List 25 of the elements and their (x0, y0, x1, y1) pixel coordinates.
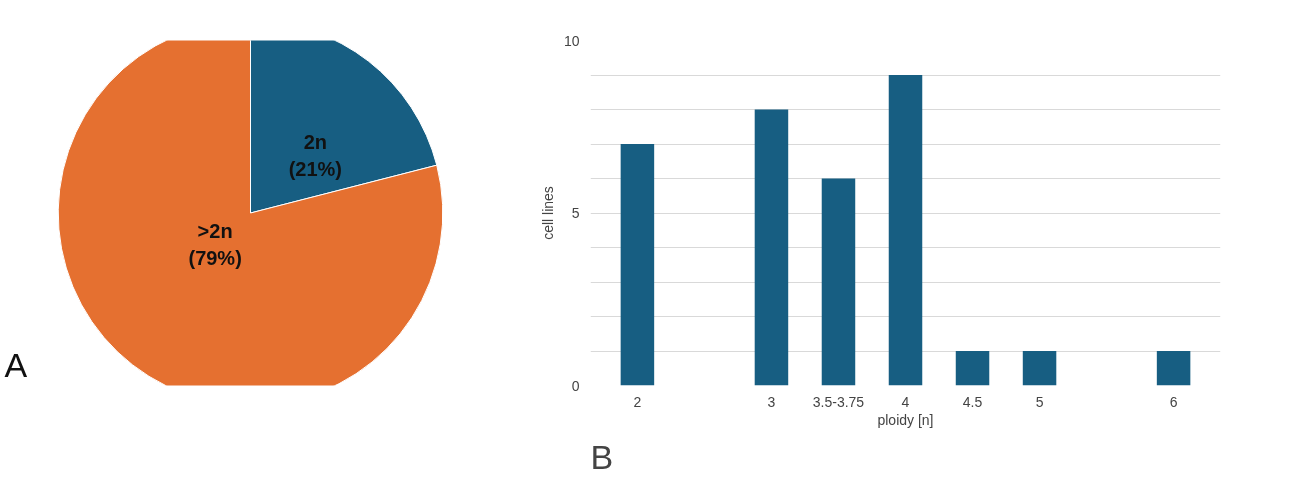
bar (1022, 351, 1057, 386)
x-tick-label: 6 (1169, 393, 1178, 410)
bar (888, 75, 923, 386)
x-tick-label: 5 (1035, 393, 1044, 410)
data-label: (79%) (188, 246, 242, 269)
y-tick-label: 0 (571, 377, 580, 394)
x-tick-label: 3 (767, 393, 776, 410)
x-tick-label: 4.5 (962, 393, 983, 410)
x-axis-title: ploidy [n] (877, 411, 934, 428)
bar (1156, 351, 1191, 386)
bar (955, 351, 990, 386)
y-tick-label: 5 (571, 205, 580, 221)
text: B (590, 437, 614, 476)
x-tick-label: 4 (901, 393, 910, 410)
slice-label: 2n (303, 131, 327, 154)
x-tick-label: 3.5-3.75 (812, 393, 865, 410)
x-tick-label: 2 (633, 393, 642, 410)
slice-label: >2n (197, 220, 233, 243)
y-tick-label: 10 (563, 32, 580, 49)
text: A (4, 345, 28, 384)
bar (754, 109, 789, 386)
bar (620, 144, 655, 386)
bar (821, 178, 856, 386)
y-axis-title: cell lines (539, 186, 556, 240)
data-label: (21%) (288, 157, 343, 180)
